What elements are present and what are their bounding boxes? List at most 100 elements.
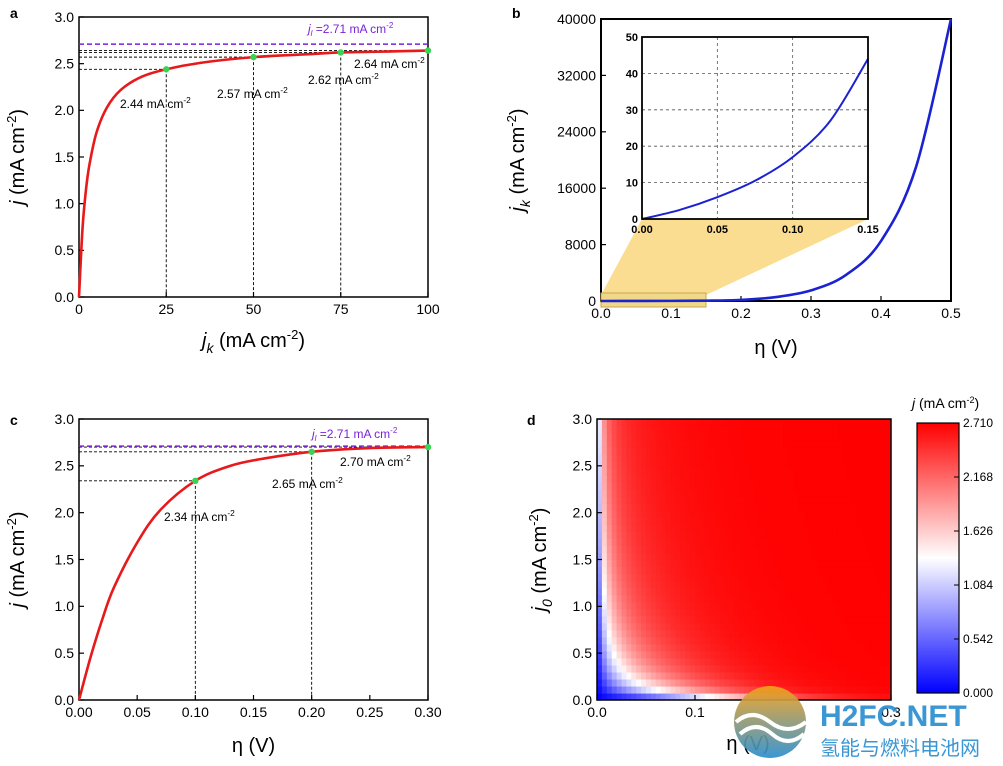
- heatmap-cell: [788, 566, 794, 575]
- heatmap-cell: [719, 524, 725, 532]
- heatmap-cell: [842, 692, 848, 700]
- heatmap-cell: [807, 489, 814, 497]
- heatmap-cell: [636, 552, 642, 561]
- heatmap-cell: [699, 447, 706, 455]
- heatmap-cell: [665, 587, 672, 596]
- x-axis-label: jk (mA cm-2): [199, 327, 305, 356]
- heatmap-cell: [744, 678, 750, 687]
- y-tick-label: 1.5: [573, 551, 593, 567]
- heatmap-cell: [802, 601, 809, 610]
- heatmap-cell: [709, 559, 716, 568]
- heatmap-cell: [783, 524, 789, 532]
- inset-x-tick-label: 0.10: [782, 224, 803, 236]
- heatmap-cell: [793, 440, 799, 448]
- heatmap-cell: [866, 433, 872, 441]
- heatmap-cell: [832, 426, 838, 434]
- heatmap-cell: [773, 524, 779, 532]
- heatmap-cell: [778, 629, 784, 638]
- heatmap-cell: [763, 503, 770, 511]
- heatmap-cell: [837, 594, 843, 603]
- heatmap-cell: [606, 510, 613, 518]
- heatmap-cell: [856, 503, 863, 511]
- heatmap-cell: [699, 566, 706, 575]
- heatmap-cell: [866, 510, 872, 518]
- heatmap-cell: [886, 454, 891, 462]
- heatmap-cell: [773, 636, 779, 645]
- heatmap-cell: [807, 657, 814, 666]
- heatmap-cell: [650, 657, 657, 666]
- heatmap-cell: [856, 594, 863, 603]
- heatmap-cell: [636, 615, 642, 624]
- series-line: [77, 445, 429, 701]
- heatmap-cell: [842, 643, 848, 652]
- heatmap-cell: [881, 671, 887, 680]
- heatmap-cell: [788, 622, 794, 631]
- heatmap-cell: [675, 503, 681, 511]
- heatmap-cell: [631, 440, 637, 448]
- heatmap-cell: [753, 538, 760, 547]
- heatmap-cell: [842, 447, 848, 455]
- heatmap-cell: [871, 573, 877, 582]
- heatmap-cell: [851, 468, 858, 476]
- heatmap-cell: [802, 524, 809, 532]
- heatmap-cell: [719, 475, 725, 483]
- heatmap-cell: [709, 664, 716, 673]
- heatmap-cell: [807, 573, 814, 582]
- inset-series-line: [641, 58, 869, 220]
- heatmap-cell: [768, 454, 774, 462]
- heatmap-cell: [724, 517, 730, 525]
- heatmap-cell: [626, 580, 632, 589]
- heatmap-cell: [788, 559, 794, 568]
- heatmap-cell: [621, 482, 627, 490]
- heatmap-cell: [631, 566, 637, 575]
- heatmap-cell: [822, 503, 828, 511]
- heatmap-cell: [842, 461, 848, 469]
- limiting-current-label: jl =2.71 mA cm-2: [306, 21, 394, 38]
- heatmap-cell: [729, 671, 735, 680]
- y-tick-label: 1.0: [55, 598, 75, 614]
- heatmap-cell: [650, 587, 657, 596]
- heatmap-cell: [861, 685, 868, 694]
- heatmap-cell: [817, 489, 823, 497]
- heatmap-cell: [881, 461, 887, 469]
- heatmap-cell: [807, 608, 814, 617]
- heatmap-cell: [621, 440, 627, 448]
- heatmap-cell: [802, 531, 809, 540]
- heatmap-cell: [704, 580, 711, 589]
- heatmap-cell: [734, 538, 740, 547]
- heatmap-cell: [822, 475, 828, 483]
- heatmap-cell: [670, 573, 676, 582]
- heatmap-cell: [631, 636, 637, 645]
- heatmap-cell: [778, 671, 784, 680]
- heatmap-cell: [670, 475, 676, 483]
- heatmap-cell: [655, 636, 662, 645]
- heatmap-cell: [871, 615, 877, 624]
- heatmap: [597, 419, 891, 700]
- heatmap-cell: [611, 475, 618, 483]
- heatmap-cell: [783, 545, 789, 554]
- heatmap-cell: [846, 419, 853, 427]
- heatmap-cell: [665, 580, 672, 589]
- heatmap-cell: [729, 524, 735, 532]
- heatmap-cell: [846, 650, 853, 659]
- heatmap-cell: [601, 678, 608, 687]
- heatmap-cell: [846, 510, 853, 518]
- heatmap-cell: [626, 601, 632, 610]
- heatmap-cell: [861, 433, 868, 441]
- heatmap-cell: [856, 587, 863, 596]
- heatmap-cell: [690, 678, 696, 687]
- heatmap-cell: [778, 552, 784, 561]
- heatmap-cell: [690, 664, 696, 673]
- heatmap-cell: [783, 608, 789, 617]
- heatmap-cell: [788, 615, 794, 624]
- heatmap-cell: [680, 692, 686, 700]
- heatmap-cell: [812, 573, 819, 582]
- heatmap-cell: [763, 468, 770, 476]
- heatmap-cell: [871, 524, 877, 532]
- heatmap-cell: [621, 685, 627, 694]
- heatmap-cell: [817, 503, 823, 511]
- heatmap-cell: [606, 454, 613, 462]
- heatmap-cell: [719, 643, 725, 652]
- heatmap-cell: [851, 496, 858, 504]
- heatmap-cell: [832, 629, 838, 638]
